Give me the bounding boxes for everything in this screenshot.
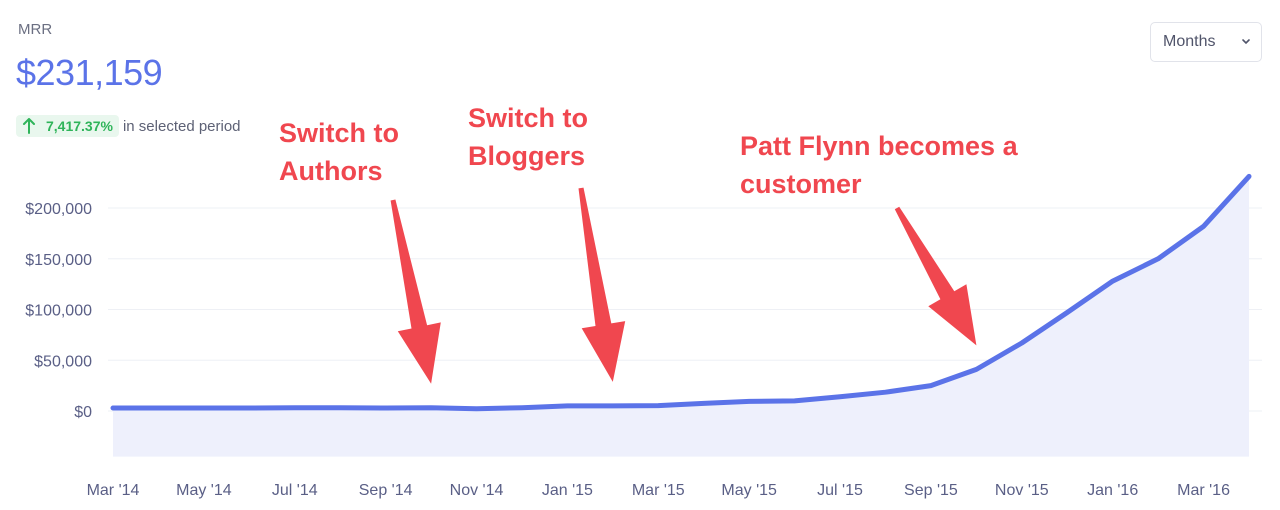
x-tick-label: Mar '14 (87, 482, 140, 499)
metric-value: $231,159 (16, 52, 163, 93)
y-tick-label: $150,000 (25, 252, 92, 269)
annotation-text: Patt Flynn becomes a (740, 131, 1019, 161)
annotation-text: Switch to (279, 118, 399, 148)
change-badge: 7,417.37% (16, 115, 119, 137)
x-tick-label: Nov '14 (450, 482, 504, 499)
y-tick-label: $200,000 (25, 201, 92, 218)
series-line (110, 173, 1252, 412)
change-summary: 7,417.37% in selected period (16, 112, 241, 140)
x-tick-label: Mar '15 (632, 482, 685, 499)
change-text: in selected period (122, 117, 241, 135)
annotation-arrow (390, 199, 441, 384)
y-tick-label: $0 (74, 404, 92, 421)
area-fill-path (113, 176, 1249, 457)
annotation-arrow (894, 206, 977, 346)
annotations: Switch to Authors Switch to Bloggers Patt Fl… (279, 103, 1019, 384)
annotation-text: Bloggers (468, 141, 585, 171)
period-select-value: Months (1163, 33, 1216, 50)
x-tick-label: Sep '14 (359, 482, 413, 499)
area-fill (113, 176, 1249, 457)
chevron-down-icon (1242, 39, 1250, 45)
x-tick-label: Jul '14 (272, 482, 318, 499)
annotation-text: customer (740, 169, 862, 199)
x-tick-label: Jan '15 (542, 482, 593, 499)
x-tick-label: Jan '16 (1087, 482, 1138, 499)
x-tick-label: May '15 (721, 482, 777, 499)
x-tick-label: May '14 (176, 482, 232, 499)
series-line-path (110, 173, 1252, 412)
annotation-arrow (578, 187, 626, 382)
metric-label: MRR (18, 21, 53, 38)
annotation-text: Switch to (468, 103, 588, 133)
x-tick-label: Sep '15 (904, 482, 958, 499)
x-tick-label: Jul '15 (817, 482, 863, 499)
y-axis-ticks: $0 $50,000 $100,000 $150,000 $200,000 (25, 201, 92, 421)
annotation-text: Authors (279, 156, 383, 186)
change-percent: 7,417.37% (46, 118, 113, 134)
x-axis-ticks: Mar '14 May '14 Jul '14 Sep '14 Nov '14 Jan '… (87, 482, 1231, 499)
y-tick-label: $100,000 (25, 303, 92, 320)
y-tick-label: $50,000 (34, 353, 92, 370)
arrow-up-icon (23, 118, 35, 134)
period-select[interactable]: Months (1150, 22, 1262, 62)
x-tick-label: Nov '15 (995, 482, 1049, 499)
x-tick-label: Mar '16 (1177, 482, 1230, 499)
